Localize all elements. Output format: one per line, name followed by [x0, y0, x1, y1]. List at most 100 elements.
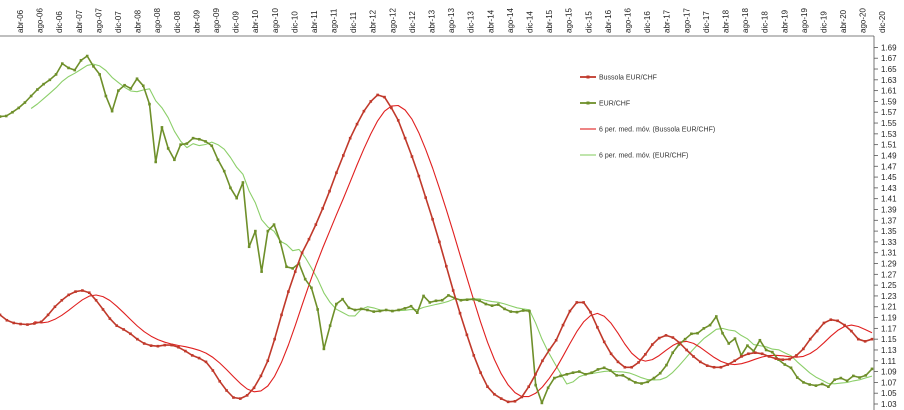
y-tick-label: 1.03	[881, 400, 897, 409]
series-line	[30, 63, 873, 385]
y-axis: 1.03 1.05 1.071.09 1.11 1.13 1.15 1.171.19 1.21…	[873, 36, 897, 410]
data-point	[596, 325, 599, 329]
data-point	[245, 394, 249, 397]
data-point	[568, 309, 572, 313]
legend-item: 6 per. med. móv. (EUR/CHF)	[580, 153, 688, 160]
data-point	[0, 115, 2, 118]
data-point	[692, 355, 695, 358]
y-tick-label: 1.69	[881, 43, 897, 52]
data-point	[753, 351, 757, 354]
data-point	[241, 181, 245, 184]
data-point	[781, 358, 785, 361]
data-point	[553, 376, 556, 380]
data-point	[101, 308, 105, 311]
data-point	[714, 315, 718, 318]
data-point	[17, 106, 20, 110]
x-axis: abr-06 ago-06 dic-06 abr-07 ago-07 dic-07 abr-…	[0, 8, 887, 37]
data-point	[845, 379, 849, 383]
x-tick-label: dic-12	[408, 11, 417, 33]
y-tick-label: 1.59	[881, 97, 897, 106]
legend-label: 6 per. med. móv. (EUR/CHF)	[599, 153, 688, 160]
data-point	[235, 196, 238, 200]
data-point	[451, 289, 455, 292]
data-point	[490, 304, 494, 307]
data-point	[795, 354, 798, 357]
data-point	[60, 62, 64, 65]
data-point	[870, 337, 874, 341]
data-point	[752, 349, 755, 353]
data-point	[136, 337, 139, 341]
x-tick-label: abr-12	[369, 9, 378, 33]
data-point	[515, 310, 519, 314]
data-point	[764, 348, 768, 352]
y-tick-label: 1.21	[881, 303, 897, 312]
data-point	[431, 217, 434, 221]
data-point	[616, 360, 620, 364]
y-tick-label: 1.51	[881, 141, 897, 150]
data-point	[4, 114, 8, 118]
x-tick-label: abr-15	[545, 9, 554, 33]
data-point	[678, 341, 682, 345]
data-point	[211, 369, 215, 372]
data-point	[843, 323, 846, 327]
data-point	[609, 352, 613, 356]
data-point	[858, 376, 861, 379]
data-point	[795, 376, 799, 379]
x-tick-label: abr-10	[251, 9, 260, 33]
data-point	[372, 310, 376, 313]
data-point	[520, 395, 524, 399]
data-point	[42, 82, 45, 86]
y-tick-label: 1.63	[881, 76, 897, 85]
data-point	[590, 371, 594, 374]
data-point	[87, 291, 91, 294]
x-tick-label: ago-11	[330, 8, 339, 33]
data-point	[540, 401, 544, 405]
data-point	[609, 369, 612, 372]
y-tick-label: 1.23	[881, 292, 897, 301]
data-point	[740, 355, 743, 358]
data-point	[222, 169, 226, 173]
data-point	[712, 365, 716, 369]
legend-marker	[586, 75, 590, 79]
data-point	[602, 340, 606, 344]
data-point	[478, 299, 481, 303]
data-point	[94, 298, 98, 302]
data-point	[444, 264, 448, 268]
data-point	[771, 350, 774, 354]
data-point	[46, 313, 50, 317]
data-point	[690, 332, 693, 336]
data-point	[634, 381, 637, 384]
x-tick-label: ago-15	[565, 8, 574, 33]
y-tick-label: 1.41	[881, 195, 897, 204]
data-point	[440, 298, 444, 302]
data-point	[447, 294, 450, 297]
data-point	[291, 267, 295, 270]
data-point	[73, 68, 77, 72]
data-point	[335, 171, 338, 175]
data-point	[658, 371, 662, 375]
y-tick-label: 1.39	[881, 205, 897, 214]
data-point	[760, 352, 764, 356]
x-tick-label: ago-12	[388, 8, 397, 33]
data-point	[789, 366, 793, 370]
x-tick-label: dic-15	[584, 11, 593, 33]
data-point	[341, 297, 344, 301]
data-point	[129, 87, 133, 90]
x-tick-label: dic-13	[467, 11, 476, 33]
x-tick-label: ago-09	[212, 8, 221, 33]
data-point	[829, 318, 833, 322]
data-point	[359, 307, 363, 311]
data-point	[671, 336, 675, 339]
data-point	[160, 126, 164, 129]
data-point	[696, 331, 699, 335]
x-tick-label: dic-18	[761, 11, 770, 33]
data-point	[19, 322, 22, 326]
data-point	[509, 310, 513, 313]
data-point	[650, 343, 654, 346]
y-tick-label: 1.31	[881, 249, 897, 258]
data-point	[285, 265, 288, 269]
data-point	[314, 223, 318, 226]
data-point	[479, 371, 482, 374]
data-point	[362, 109, 366, 113]
data-point	[615, 374, 618, 377]
